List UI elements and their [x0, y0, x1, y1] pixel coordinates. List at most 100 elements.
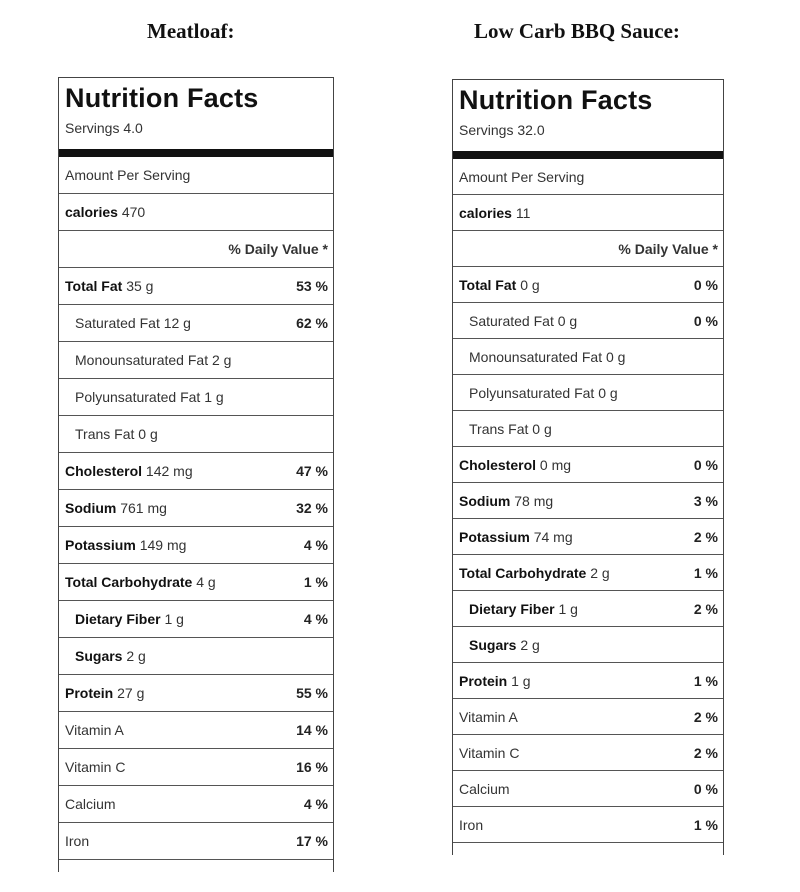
nutrient-label: Vitamin C — [65, 759, 125, 775]
daily-value-header-row: % Daily Value * — [453, 231, 723, 267]
nutrient-row: Polyunsaturated Fat 1 g — [59, 379, 333, 416]
nutrient-amount: 74 mg — [533, 528, 573, 545]
nutrient-amount: 1 g — [558, 600, 578, 617]
bbq-sauce-heading: Low Carb BBQ Sauce: — [474, 19, 680, 43]
nutrient-amount: 78 mg — [514, 492, 554, 509]
nutrient-amount: 0 g — [520, 276, 540, 293]
nutrient-row: Calcium 0 % — [453, 771, 723, 807]
nutrient-row: Trans Fat 0 g — [453, 411, 723, 447]
nutrient-name: Dietary Fiber — [75, 611, 161, 627]
nutrient-row: Polyunsaturated Fat 0 g — [453, 375, 723, 411]
daily-value-percent: 62 % — [296, 315, 328, 331]
servings-text: Servings 32.0 — [459, 122, 545, 138]
daily-value-percent: 2 % — [693, 528, 718, 545]
nutrient-amount: 35 g — [126, 278, 154, 294]
nutrient-amount: 761 mg — [120, 500, 167, 516]
daily-value-percent: 2 % — [693, 708, 718, 725]
nutrient-label: Polyunsaturated Fat 1 g — [75, 389, 224, 405]
nutrition-facts-panel-meatloaf: Nutrition Facts Servings 4.0 Amount Per … — [58, 77, 334, 872]
nutrient-amount: 0 g — [138, 426, 158, 442]
nutrient-label: Vitamin A — [65, 722, 124, 738]
nutrient-name: Total Carbohydrate — [459, 564, 587, 581]
nutrient-row: Total Fat 0 g 0 % — [453, 267, 723, 303]
nutrient-amount: 142 mg — [145, 463, 193, 479]
nutrient-name: Vitamin C — [459, 744, 520, 761]
nutrient-label: Cholesterol 142 mg — [65, 463, 193, 479]
nutrient-amount: 27 g — [117, 685, 145, 701]
daily-value-percent: 4 % — [303, 611, 328, 627]
panel-tail — [453, 843, 723, 855]
nutrient-row: Dietary Fiber 1 g 4 % — [59, 601, 333, 638]
nutrient-name: Sodium — [459, 492, 511, 509]
nutrient-name: Polyunsaturated Fat — [75, 389, 201, 405]
nutrient-name: Vitamin A — [65, 722, 124, 738]
daily-value-percent: 53 % — [296, 278, 328, 294]
nutrient-amount: 0 g — [557, 312, 578, 329]
nutrient-label: Monounsaturated Fat 0 g — [469, 349, 625, 365]
nutrition-facts-panel-bbq-sauce: Nutrition Facts Servings 32.0 Amount Per… — [452, 79, 724, 855]
nutrient-row: Cholesterol 0 mg 0 % — [453, 447, 723, 483]
nutrient-label: Trans Fat 0 g — [75, 426, 158, 442]
nutrient-amount: 2 g — [520, 636, 540, 653]
amount-per-serving-row: Amount Per Serving — [59, 157, 333, 194]
nutrient-name: Protein — [459, 672, 508, 689]
nutrient-label: Calcium — [65, 796, 116, 812]
nutrient-label: Total Fat 0 g — [459, 277, 540, 293]
nutrient-name: Potassium — [459, 528, 530, 545]
calories-row: calories 470 — [59, 194, 333, 231]
nutrient-amount: 4 g — [196, 574, 216, 590]
nutrient-label: Dietary Fiber 1 g — [469, 601, 578, 617]
nutrient-row: Vitamin A 2 % — [453, 699, 723, 735]
nutrient-label: Sugars 2 g — [469, 637, 540, 653]
nutrient-row: Total Carbohydrate 4 g 1 % — [59, 564, 333, 601]
nutrient-row: Potassium 149 mg 4 % — [59, 527, 333, 564]
nutrient-row: Total Carbohydrate 2 g 1 % — [453, 555, 723, 591]
nutrient-name: Saturated Fat — [75, 315, 160, 331]
calories-row: calories 11 — [453, 195, 723, 231]
nutrient-row: Saturated Fat 12 g 62 % — [59, 305, 333, 342]
nutrient-name: Calcium — [65, 796, 116, 812]
nutrient-amount: 0 mg — [539, 456, 572, 473]
thick-divider — [59, 149, 333, 157]
nutrient-label: Total Carbohydrate 4 g — [65, 574, 216, 590]
nutrient-name: Sodium — [65, 500, 117, 516]
nutrient-row: Cholesterol 142 mg 47 % — [59, 453, 333, 490]
nutrient-row: Total Fat 35 g 53 % — [59, 268, 333, 305]
nutrient-name: Sugars — [75, 648, 123, 664]
nutrient-row: Vitamin C 2 % — [453, 735, 723, 771]
panel-tail — [59, 860, 333, 872]
nutrient-row: Potassium 74 mg 2 % — [453, 519, 723, 555]
nutrient-name: Trans Fat — [469, 420, 529, 437]
nutrient-amount: 1 g — [511, 672, 531, 689]
nutrient-name: Cholesterol — [65, 463, 143, 479]
nutrient-label: Iron — [459, 817, 483, 833]
nutrient-name: Sugars — [469, 636, 517, 653]
nutrient-amount: 2 g — [126, 648, 146, 664]
nutrient-label: Monounsaturated Fat 2 g — [75, 352, 231, 368]
daily-value-percent: 55 % — [296, 685, 328, 701]
nutrient-row: Iron 17 % — [59, 823, 333, 860]
nutrient-row: Vitamin A 14 % — [59, 712, 333, 749]
nutrient-name: Total Fat — [65, 278, 123, 294]
daily-value-percent: 0 % — [693, 456, 718, 473]
daily-value-percent: 16 % — [296, 759, 328, 775]
servings-text: Servings 4.0 — [65, 120, 143, 136]
nutrient-name: Iron — [65, 833, 90, 849]
nutrient-amount: 0 g — [598, 384, 618, 401]
amount-per-serving-row: Amount Per Serving — [453, 159, 723, 195]
nutrient-label: Iron — [65, 833, 89, 849]
meatloaf-heading: Meatloaf: — [147, 19, 235, 43]
nutrient-amount: 1 g — [164, 611, 184, 627]
nutrient-amount: 1 g — [204, 389, 224, 405]
nutrient-label: Cholesterol 0 mg — [459, 457, 571, 473]
daily-value-header-row: % Daily Value * — [59, 231, 333, 268]
nutrient-name: Polyunsaturated Fat — [469, 384, 595, 401]
nutrient-label: Protein 27 g — [65, 685, 144, 701]
nutrient-label: Sugars 2 g — [75, 648, 146, 664]
nutrient-label: Sodium 761 mg — [65, 500, 167, 516]
nutrient-name: Cholesterol — [459, 456, 537, 473]
nutrient-row: Monounsaturated Fat 2 g — [59, 342, 333, 379]
daily-value-percent: 14 % — [296, 722, 328, 738]
nutrient-row: Monounsaturated Fat 0 g — [453, 339, 723, 375]
nutrition-facts-title: Nutrition Facts — [459, 85, 653, 115]
